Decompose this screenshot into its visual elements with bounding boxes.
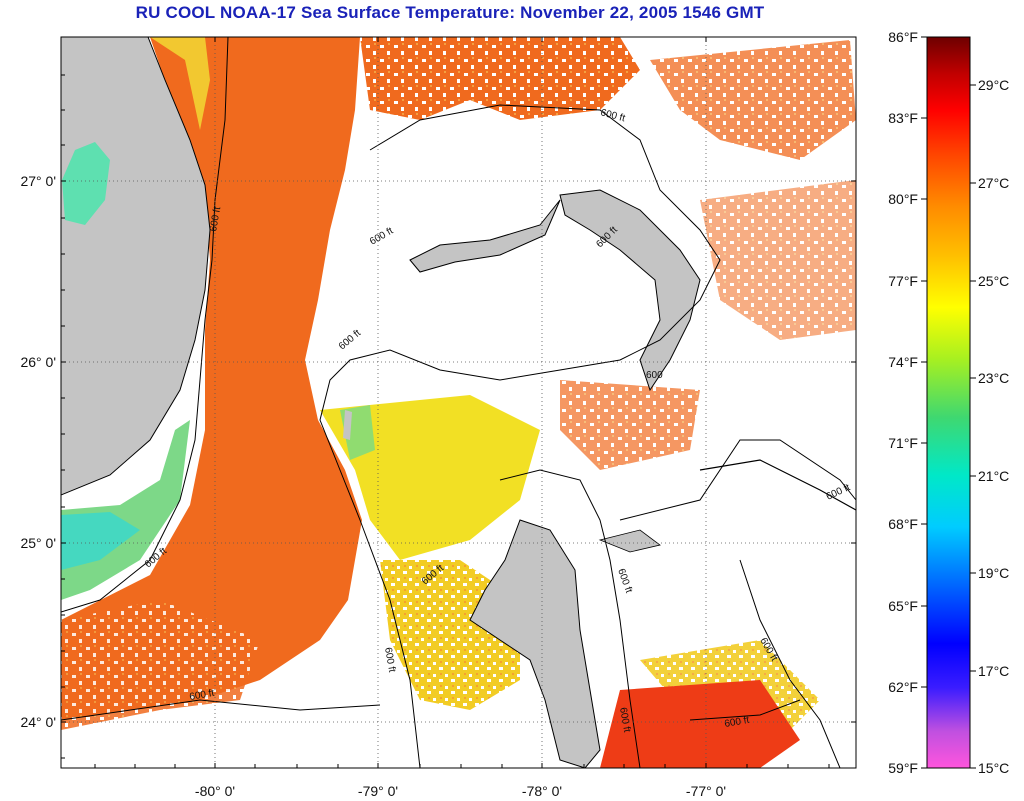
map-layers: 600 ft 600 ft 600 ft 600 ft 600 ft 600 f… xyxy=(61,37,856,768)
lat-label: 25° 0' xyxy=(20,535,56,551)
hot-water-southeast xyxy=(600,680,800,768)
colorbar-f-label: 68°F xyxy=(888,516,918,532)
lon-label: -78° 0' xyxy=(522,783,562,799)
colorbar-f-label: 71°F xyxy=(888,435,918,451)
colorbar-c-label: 19°C xyxy=(978,565,1009,581)
colorbar-f-label: 65°F xyxy=(888,598,918,614)
depth-contour-600ft-tongue xyxy=(499,469,641,768)
warm-patch-northeast xyxy=(650,40,856,160)
graticule xyxy=(61,37,856,768)
lat-label: 26° 0' xyxy=(20,354,56,370)
lat-label: 24° 0' xyxy=(20,714,56,730)
contour-label: 600 ft xyxy=(724,715,751,730)
colorbar-ticks xyxy=(921,36,976,769)
gulf-stream-yellow-edge xyxy=(150,37,210,130)
colorbar-c-label: 29°C xyxy=(978,77,1009,93)
depth-contour-600ft-bahamas-north xyxy=(319,104,721,768)
map-ticks xyxy=(61,37,856,768)
contour-label: 600 ft xyxy=(382,647,397,674)
warm-patch-central xyxy=(560,380,700,470)
andros-land xyxy=(469,519,601,768)
map-frame xyxy=(60,36,857,769)
colorbar-c-label: 27°C xyxy=(978,175,1009,191)
lon-label: -80° 0' xyxy=(195,783,235,799)
contour-label: 600 ft xyxy=(617,707,632,734)
lon-label: -77° 0' xyxy=(686,783,726,799)
lat-label: 27° 0' xyxy=(20,173,56,189)
colorbar-f-label: 74°F xyxy=(888,354,918,370)
colorbar-f-label: 86°F xyxy=(888,29,918,45)
lon-label: -79° 0' xyxy=(358,783,398,799)
colorbar-c-label: 23°C xyxy=(978,370,1009,386)
colorbar-c-label: 25°C xyxy=(978,273,1009,289)
new-providence-land xyxy=(598,529,661,553)
depth-contour-600ft-florida xyxy=(61,37,229,613)
colorbar xyxy=(926,36,971,769)
warm-patch-east xyxy=(700,180,856,340)
depth-contour-600ft-south xyxy=(689,699,801,721)
lake-okeechobee xyxy=(62,142,110,225)
warm-patch-north xyxy=(360,37,640,120)
colorbar-c-label: 17°C xyxy=(978,663,1009,679)
contour-label-short: 600 xyxy=(646,370,663,381)
colorbar-f-label: 83°F xyxy=(888,110,918,126)
depth-contour-600ft-bottom xyxy=(61,699,381,721)
depth-contour-600ft-east xyxy=(619,439,856,521)
exuma-chain xyxy=(699,459,856,511)
abaco-land xyxy=(559,189,701,392)
yellow-water-center xyxy=(320,395,540,560)
coastal-cyan-water xyxy=(61,512,140,570)
bimini-land xyxy=(343,410,352,440)
colorbar-f-label: 77°F xyxy=(888,273,918,289)
colorbar-f-label: 62°F xyxy=(888,679,918,695)
colorbar-c-label: 15°C xyxy=(978,760,1009,776)
gulf-stream-warm-water xyxy=(61,37,362,720)
grand-bahama-land xyxy=(409,199,561,273)
warm-patch-west-deep xyxy=(61,600,260,730)
contour-label: 600 ft xyxy=(208,206,223,233)
map-title: RU COOL NOAA-17 Sea Surface Temperature:… xyxy=(135,3,765,22)
colorbar-f-label: 59°F xyxy=(888,760,918,776)
contour-label: 600 ft xyxy=(189,688,216,703)
colorbar-c-label: 21°C xyxy=(978,468,1009,484)
colorbar-f-label: 80°F xyxy=(888,191,918,207)
depth-contour-600ft-southeast xyxy=(739,559,841,768)
